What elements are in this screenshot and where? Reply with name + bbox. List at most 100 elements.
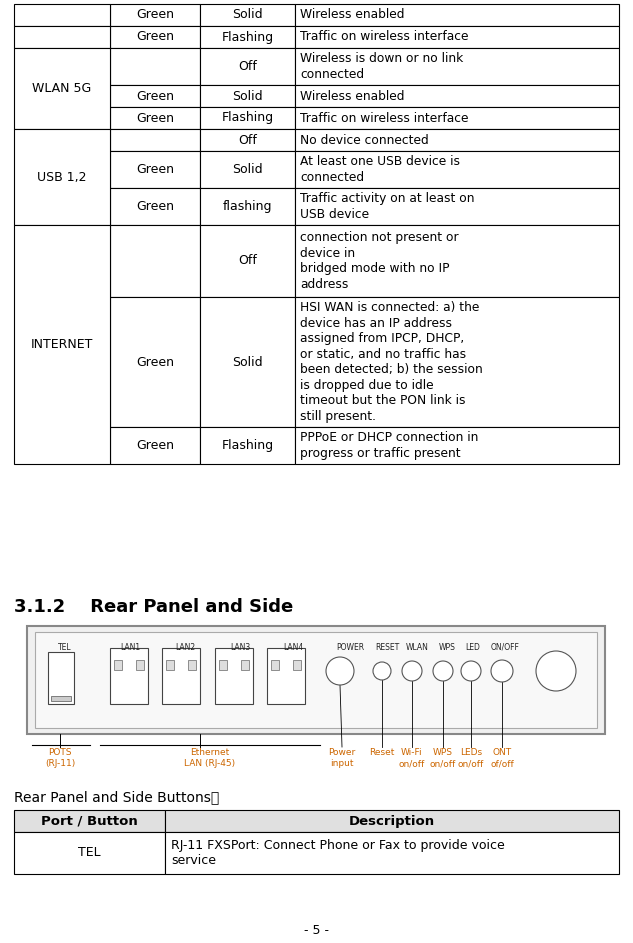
Bar	[295, 48, 619, 85]
Text: Wireless enabled: Wireless enabled	[300, 90, 404, 103]
Bar	[14, 225, 110, 464]
Bar	[295, 85, 619, 107]
Bar	[51, 696, 71, 701]
Bar	[295, 151, 619, 188]
Circle shape	[402, 661, 422, 681]
Circle shape	[433, 661, 453, 681]
Text: Green: Green	[136, 439, 174, 452]
Bar	[267, 648, 305, 704]
Bar	[200, 4, 295, 26]
Circle shape	[373, 662, 391, 680]
Bar	[165, 832, 619, 874]
Bar	[110, 151, 200, 188]
Text: Solid: Solid	[232, 90, 263, 103]
Bar	[14, 129, 110, 225]
Bar	[200, 85, 295, 107]
Bar	[110, 427, 200, 464]
Bar	[27, 626, 605, 734]
Text: HSI WAN is connected: a) the
device has an IP address
assigned from IPCP, DHCP,
: HSI WAN is connected: a) the device has …	[300, 301, 483, 422]
Bar	[295, 107, 619, 129]
Text: Solid: Solid	[232, 356, 263, 369]
Bar	[200, 107, 295, 129]
Text: Power
input: Power input	[329, 748, 356, 769]
Text: LAN1: LAN1	[120, 643, 140, 652]
Text: Traffic on wireless interface: Traffic on wireless interface	[300, 111, 468, 124]
Text: TEL: TEL	[78, 847, 101, 859]
Text: Solid: Solid	[232, 163, 263, 176]
Bar	[110, 129, 200, 151]
Bar	[162, 648, 200, 704]
Text: No device connected: No device connected	[300, 134, 429, 146]
Bar	[295, 129, 619, 151]
Circle shape	[491, 660, 513, 682]
Text: WPS: WPS	[439, 643, 455, 652]
Bar	[200, 297, 295, 427]
Text: USB 1,2: USB 1,2	[37, 171, 87, 184]
Text: RESET: RESET	[375, 643, 399, 652]
Bar	[200, 188, 295, 225]
Text: Off: Off	[238, 60, 257, 73]
Text: LAN4: LAN4	[283, 643, 303, 652]
Text: At least one USB device is
connected: At least one USB device is connected	[300, 156, 460, 184]
Text: ON/OFF: ON/OFF	[491, 643, 520, 652]
Bar	[188, 660, 196, 670]
Text: flashing: flashing	[223, 200, 272, 213]
Text: Port / Button: Port / Button	[41, 815, 138, 828]
Bar	[295, 4, 619, 26]
Bar	[219, 660, 227, 670]
Text: Description: Description	[349, 815, 435, 828]
Bar	[14, 26, 110, 48]
Text: Green: Green	[136, 8, 174, 22]
Circle shape	[536, 651, 576, 691]
Bar	[110, 26, 200, 48]
Bar	[200, 129, 295, 151]
Text: Wireless enabled: Wireless enabled	[300, 8, 404, 22]
Text: TEL: TEL	[58, 643, 72, 652]
Circle shape	[461, 661, 481, 681]
Bar	[14, 4, 110, 26]
Bar	[165, 810, 619, 832]
Bar	[295, 225, 619, 297]
Text: Green: Green	[136, 30, 174, 43]
Text: Flashing: Flashing	[222, 111, 273, 124]
Text: LAN2: LAN2	[175, 643, 195, 652]
Text: Green: Green	[136, 200, 174, 213]
Bar	[114, 660, 122, 670]
Text: PPPoE or DHCP connection in
progress or traffic present: PPPoE or DHCP connection in progress or …	[300, 431, 479, 460]
Text: WLAN 5G: WLAN 5G	[32, 82, 92, 95]
Bar	[241, 660, 249, 670]
Bar	[110, 297, 200, 427]
Bar	[48, 652, 74, 704]
Text: WLAN: WLAN	[406, 643, 429, 652]
Text: Traffic on wireless interface: Traffic on wireless interface	[300, 30, 468, 43]
Bar	[271, 660, 279, 670]
Text: - 5 -: - 5 -	[303, 923, 329, 936]
Bar	[295, 297, 619, 427]
Text: INTERNET: INTERNET	[31, 338, 93, 351]
Text: Wireless is down or no link
connected: Wireless is down or no link connected	[300, 52, 463, 81]
Text: Green: Green	[136, 356, 174, 369]
Bar	[200, 427, 295, 464]
Bar	[215, 648, 253, 704]
Bar	[110, 107, 200, 129]
Text: LED: LED	[465, 643, 480, 652]
Bar	[295, 26, 619, 48]
Bar	[110, 85, 200, 107]
Bar	[110, 48, 200, 85]
Text: Green: Green	[136, 111, 174, 124]
Text: Green: Green	[136, 90, 174, 103]
Bar	[110, 648, 148, 704]
Text: ONT
of/off: ONT of/off	[490, 748, 514, 769]
Text: Off: Off	[238, 255, 257, 268]
Bar	[110, 188, 200, 225]
Bar	[136, 660, 144, 670]
Bar	[293, 660, 301, 670]
Bar	[200, 48, 295, 85]
Text: Flashing: Flashing	[222, 439, 273, 452]
Text: Solid: Solid	[232, 8, 263, 22]
Text: LEDs
on/off: LEDs on/off	[458, 748, 484, 769]
Text: 3.1.2    Rear Panel and Side: 3.1.2 Rear Panel and Side	[14, 598, 293, 616]
Bar	[35, 632, 597, 728]
Text: Rear Panel and Side Buttons：: Rear Panel and Side Buttons：	[14, 790, 219, 804]
Bar	[295, 188, 619, 225]
